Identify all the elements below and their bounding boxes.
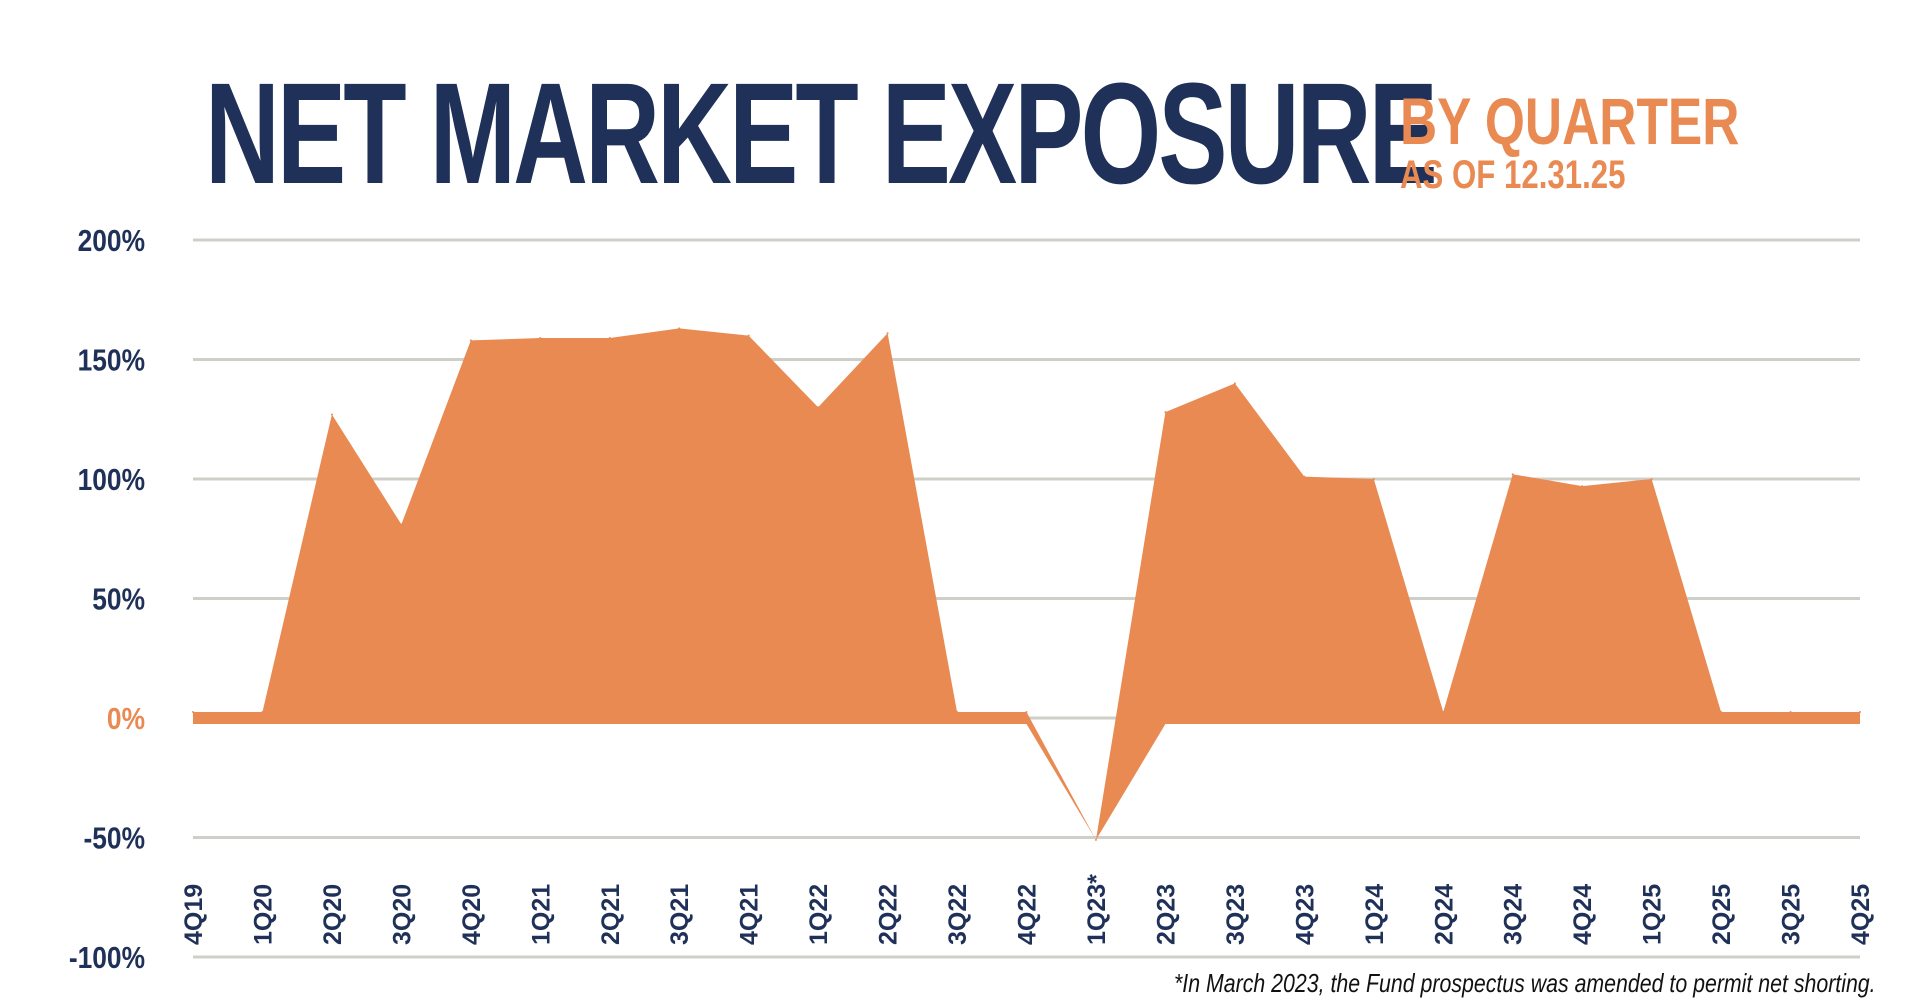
data-point-2 <box>330 413 333 416</box>
area-layer <box>192 327 1861 841</box>
data-point-8 <box>747 334 750 337</box>
x-tick-label-0: 4Q19 <box>180 884 208 945</box>
data-point-11 <box>956 711 959 713</box>
y-axis-ticks: 200% 150% 100% 50% 0% -50% -100% <box>69 224 145 975</box>
x-tick-label-15: 3Q23 <box>1222 884 1250 945</box>
x-tick-label-12: 4Q22 <box>1014 884 1042 945</box>
data-point-21 <box>1650 478 1653 480</box>
y-tick-label-3: 50% <box>92 583 145 617</box>
x-tick-label-14: 2Q23 <box>1152 884 1180 945</box>
data-point-15 <box>1233 382 1236 385</box>
x-tick-label-21: 1Q25 <box>1639 884 1667 945</box>
x-tick-label-18: 2Q24 <box>1430 884 1458 945</box>
data-point-0 <box>192 711 194 713</box>
x-tick-label-3: 3Q20 <box>388 884 416 945</box>
x-tick-label-17: 1Q24 <box>1361 884 1389 945</box>
x-tick-label-7: 3Q21 <box>666 884 694 945</box>
data-point-12 <box>1025 711 1028 713</box>
data-point-3 <box>400 523 403 526</box>
x-tick-label-24: 4Q25 <box>1847 884 1875 945</box>
chart-title: NET MARKET EXPOSURE <box>205 53 1438 214</box>
x-tick-label-13: 1Q23* <box>1083 874 1111 945</box>
x-tick-label-16: 4Q23 <box>1291 884 1319 945</box>
data-point-19 <box>1511 473 1514 476</box>
data-point-23 <box>1789 711 1792 713</box>
data-point-1 <box>261 711 264 713</box>
x-tick-label-5: 1Q21 <box>527 884 555 945</box>
y-tick-label-5: -50% <box>84 822 145 856</box>
y-tick-label-4: 0% <box>107 702 145 736</box>
x-tick-label-8: 4Q21 <box>736 884 764 945</box>
x-tick-label-19: 3Q24 <box>1500 884 1528 945</box>
x-tick-label-1: 1Q20 <box>249 884 277 945</box>
data-point-7 <box>678 327 681 330</box>
data-point-18 <box>1442 711 1445 713</box>
y-tick-label-1: 150% <box>78 344 145 378</box>
x-tick-label-20: 4Q24 <box>1569 884 1597 945</box>
y-tick-label-0: 200% <box>78 224 145 258</box>
data-point-4 <box>469 339 472 342</box>
x-tick-label-23: 3Q25 <box>1778 884 1806 945</box>
data-point-14 <box>1164 411 1167 414</box>
x-tick-label-11: 3Q22 <box>944 884 972 945</box>
data-point-9 <box>817 406 820 409</box>
x-tick-label-2: 2Q20 <box>319 884 347 945</box>
x-tick-label-9: 1Q22 <box>805 884 833 945</box>
data-point-17 <box>1372 478 1375 480</box>
x-tick-label-6: 2Q21 <box>597 884 625 945</box>
data-point-5 <box>539 336 542 339</box>
x-tick-label-4: 4Q20 <box>458 884 486 945</box>
exposure-area <box>193 328 1860 840</box>
x-tick-label-22: 2Q25 <box>1708 884 1736 945</box>
data-point-10 <box>886 332 889 335</box>
chart-subtitle: BY QUARTER <box>1400 84 1740 158</box>
as-of-date: AS OF 12.31.25 <box>1400 153 1626 197</box>
footnote: *In March 2023, the Fund prospectus was … <box>1174 968 1876 998</box>
data-point-22 <box>1720 711 1723 713</box>
y-tick-label-6: -100% <box>69 941 145 975</box>
y-tick-label-2: 100% <box>78 463 145 497</box>
x-tick-label-10: 2Q22 <box>875 884 903 945</box>
data-point-16 <box>1303 475 1306 478</box>
x-axis-ticks: 4Q19 1Q20 2Q20 3Q20 4Q20 1Q21 2Q21 3Q21 4Q21 1Q22… <box>180 874 1875 945</box>
data-point-6 <box>608 336 611 339</box>
data-point-20 <box>1581 485 1584 488</box>
data-point-24 <box>1859 711 1861 713</box>
data-point-13 <box>1094 838 1097 841</box>
